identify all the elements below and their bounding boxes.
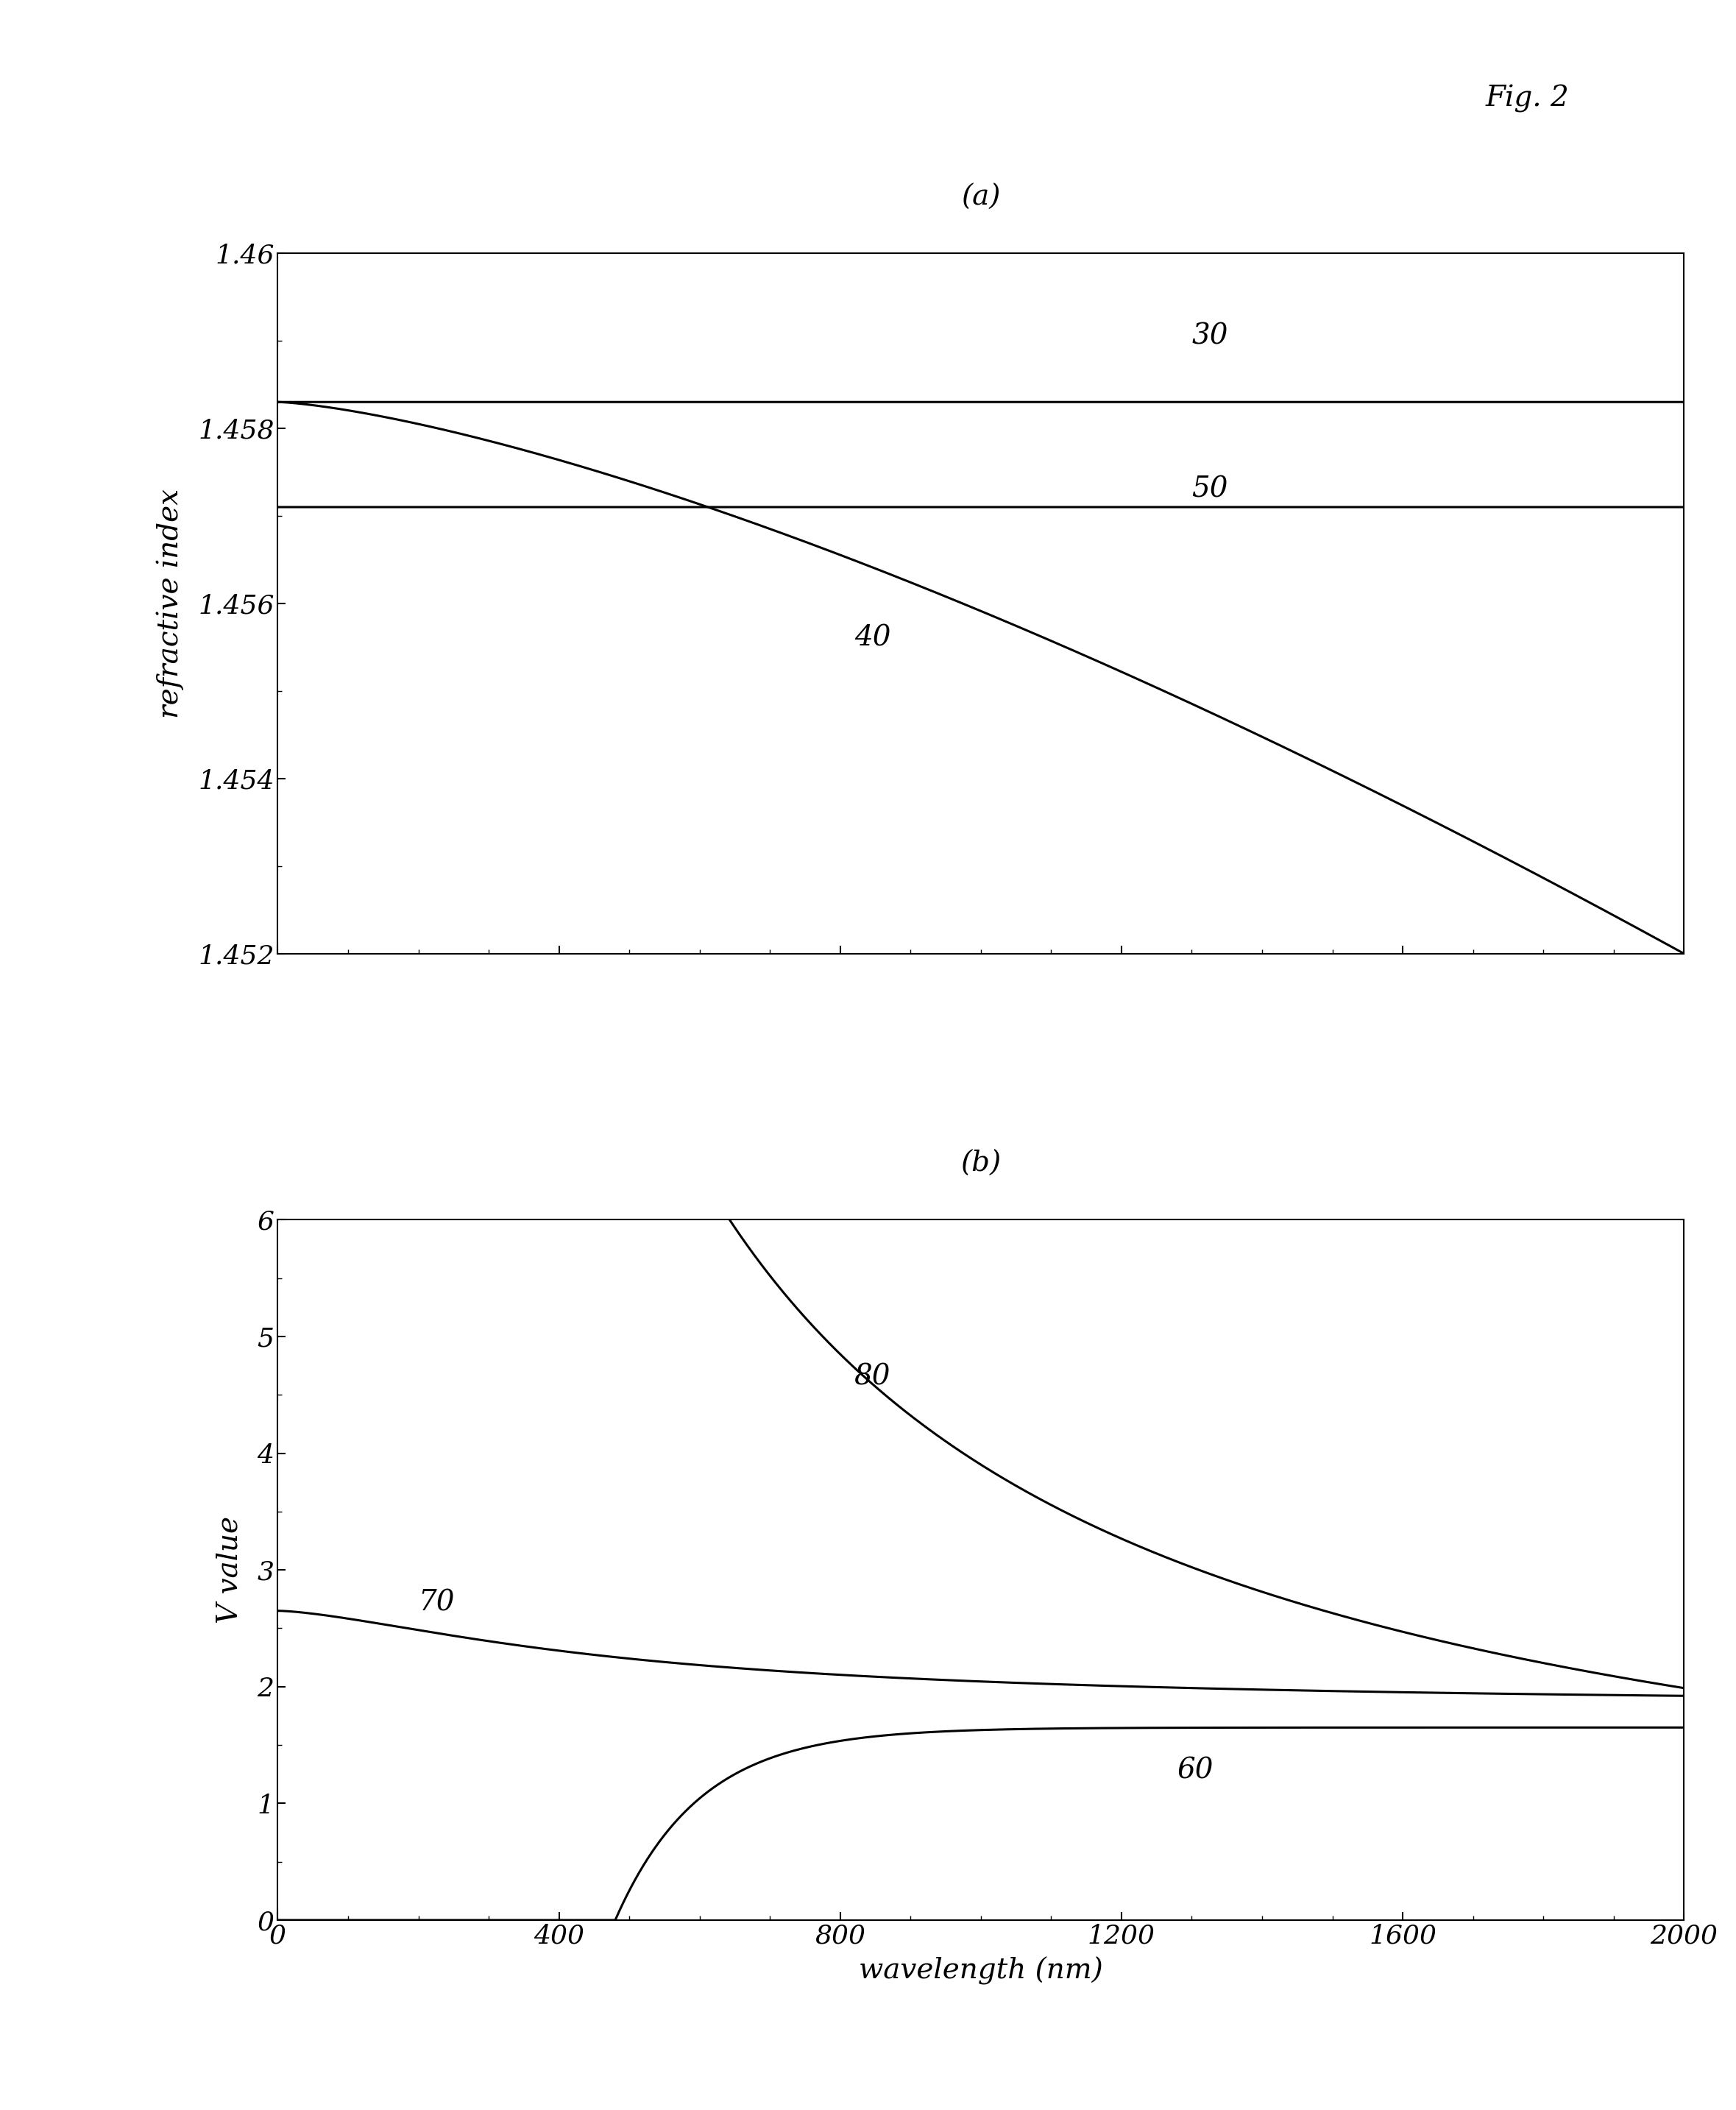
Text: 70: 70	[418, 1589, 455, 1616]
Text: (b): (b)	[960, 1150, 1002, 1177]
Text: 80: 80	[854, 1363, 891, 1390]
Y-axis label: V value: V value	[215, 1517, 243, 1623]
X-axis label: wavelength (nm): wavelength (nm)	[859, 1956, 1102, 1986]
Text: 30: 30	[1191, 323, 1227, 350]
Text: 50: 50	[1191, 477, 1227, 502]
Text: 40: 40	[854, 625, 891, 652]
Text: 60: 60	[1177, 1758, 1213, 1785]
Text: (a): (a)	[962, 184, 1000, 211]
Text: Fig. 2: Fig. 2	[1486, 84, 1569, 112]
Y-axis label: refractive index: refractive index	[156, 490, 184, 717]
